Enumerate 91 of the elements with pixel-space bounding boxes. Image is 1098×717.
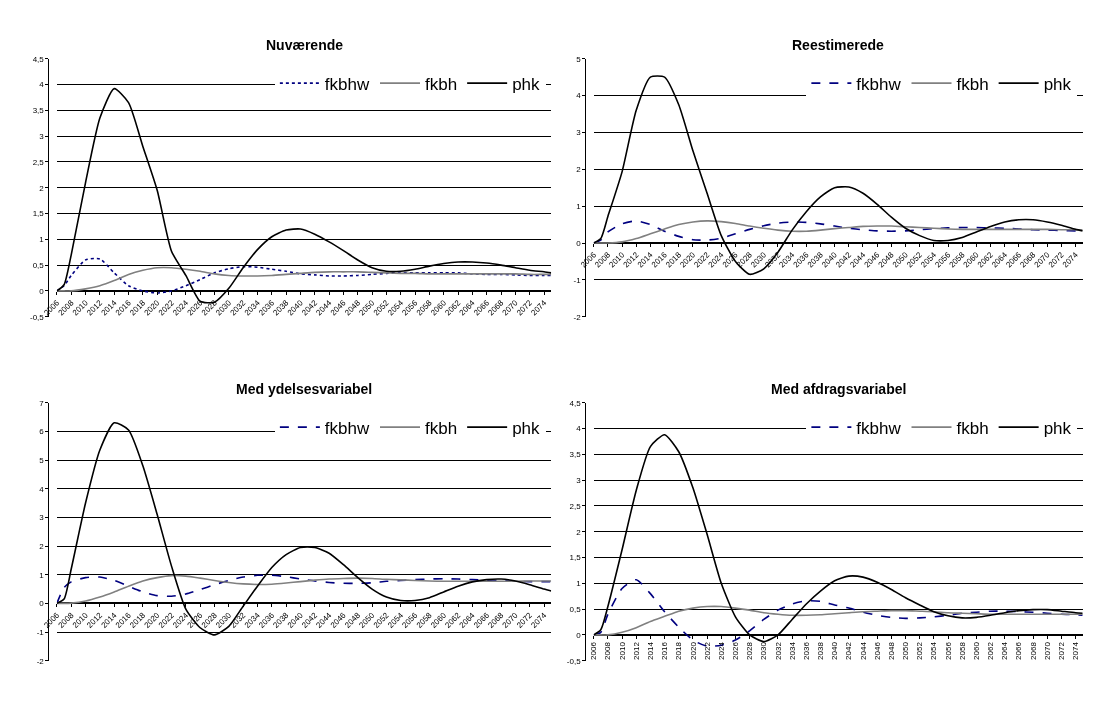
x-tick-label: 2038 bbox=[816, 641, 826, 660]
x-tick-label: 2034 bbox=[787, 641, 797, 660]
y-tick-label: 2,5 bbox=[569, 501, 582, 511]
x-tick-label: 2030 bbox=[759, 641, 769, 660]
x-tick-label: 2022 bbox=[702, 641, 712, 660]
x-tick-label: 2014 bbox=[645, 641, 655, 660]
y-tick-label: 4,5 bbox=[32, 54, 45, 64]
y-tick-label: 2,5 bbox=[32, 157, 45, 167]
x-tick-label: 2012 bbox=[631, 641, 641, 660]
x-tick-label: 2028 bbox=[745, 641, 755, 660]
y-tick-label: -1 bbox=[36, 627, 45, 637]
y-tick-label: -0,5 bbox=[566, 656, 582, 666]
x-tick-label: 2062 bbox=[986, 641, 996, 660]
y-tick-label: 2 bbox=[576, 165, 582, 175]
legend-label: phk bbox=[512, 74, 541, 94]
y-tick-label: 1,5 bbox=[569, 553, 582, 563]
x-tick-label: 2042 bbox=[844, 641, 854, 660]
x-tick-label: 2020 bbox=[688, 641, 698, 660]
x-tick-label: 2072 bbox=[1057, 641, 1067, 660]
x-tick-label: 2074 bbox=[1071, 641, 1081, 660]
x-tick-label: 2018 bbox=[674, 641, 684, 660]
y-tick-label: 1,5 bbox=[32, 209, 45, 219]
x-tick-label: 2066 bbox=[1014, 641, 1024, 660]
x-tick-label: 2056 bbox=[943, 641, 953, 660]
x-tick-label: 2026 bbox=[731, 641, 741, 660]
y-tick-label: 4,5 bbox=[569, 398, 582, 408]
y-tick-label: 0 bbox=[576, 238, 582, 248]
x-tick-label: 2068 bbox=[1028, 641, 1038, 660]
legend-label: fkbhw bbox=[324, 74, 370, 94]
x-tick-label: 2050 bbox=[901, 641, 911, 660]
y-tick-label: 5 bbox=[576, 54, 582, 64]
chart-title: Nuværende bbox=[266, 37, 344, 53]
x-tick-label: 2010 bbox=[617, 641, 627, 660]
y-tick-label: 7 bbox=[39, 398, 45, 408]
y-tick-label: 2 bbox=[576, 527, 582, 537]
legend-label: fkbhw bbox=[856, 74, 902, 94]
x-tick-label: 2058 bbox=[957, 641, 967, 660]
x-tick-label: 2032 bbox=[773, 641, 783, 660]
legend-label: fkbhw bbox=[324, 418, 370, 438]
y-tick-label: 3,5 bbox=[32, 106, 45, 116]
x-tick-label: 2016 bbox=[660, 641, 670, 660]
y-tick-label: 3 bbox=[39, 513, 45, 523]
legend-label: fkbh bbox=[956, 418, 989, 438]
x-tick-label: 2060 bbox=[971, 641, 981, 660]
chart-title: Med afdragsvariabel bbox=[771, 381, 907, 397]
y-tick-label: -2 bbox=[573, 312, 582, 322]
y-tick-label: 1 bbox=[576, 579, 582, 589]
x-tick-label: 2008 bbox=[603, 641, 613, 660]
x-tick-label: 2064 bbox=[1000, 641, 1010, 660]
x-tick-label: 2024 bbox=[716, 641, 726, 660]
y-tick-label: 0 bbox=[576, 630, 582, 640]
y-tick-label: -2 bbox=[36, 656, 45, 666]
y-tick-label: -0,5 bbox=[29, 312, 45, 322]
legend-label: phk bbox=[512, 418, 541, 438]
y-tick-label: 2 bbox=[39, 183, 45, 193]
chart-title: Reestimerede bbox=[792, 37, 885, 53]
x-tick-label: 2052 bbox=[915, 641, 925, 660]
y-tick-label: 4 bbox=[39, 484, 45, 494]
y-tick-label: 4 bbox=[576, 91, 582, 101]
y-tick-label: 0,5 bbox=[569, 604, 582, 614]
y-tick-label: -1 bbox=[573, 275, 582, 285]
y-tick-label: 1 bbox=[576, 201, 582, 211]
x-tick-label: 2070 bbox=[1042, 641, 1052, 660]
y-tick-label: 1 bbox=[39, 235, 45, 245]
y-tick-label: 2 bbox=[39, 541, 45, 551]
chart-title: Med ydelsesvariabel bbox=[236, 381, 373, 397]
x-tick-label: 2048 bbox=[886, 641, 896, 660]
y-tick-label: 0,5 bbox=[32, 260, 45, 270]
y-tick-label: 1 bbox=[39, 570, 45, 580]
x-tick-label: 2046 bbox=[872, 641, 882, 660]
legend-label: fkbh bbox=[956, 74, 989, 94]
y-tick-label: 3 bbox=[39, 131, 45, 141]
y-tick-label: 6 bbox=[39, 427, 45, 437]
legend-label: phk bbox=[1043, 74, 1072, 94]
legend-label: phk bbox=[1043, 418, 1072, 438]
x-tick-label: 2044 bbox=[858, 641, 868, 660]
y-tick-label: 5 bbox=[39, 455, 45, 465]
y-tick-label: 0 bbox=[39, 599, 45, 609]
y-tick-label: 4 bbox=[576, 424, 582, 434]
x-tick-label: 2036 bbox=[801, 641, 811, 660]
y-tick-label: 3 bbox=[576, 128, 582, 138]
legend-label: fkbh bbox=[425, 418, 458, 438]
x-tick-label: 2054 bbox=[929, 641, 939, 660]
y-tick-label: 0 bbox=[39, 286, 45, 296]
y-tick-label: 4 bbox=[39, 80, 45, 90]
legend-label: fkbh bbox=[425, 74, 458, 94]
y-tick-label: 3 bbox=[576, 475, 582, 485]
y-tick-label: 3,5 bbox=[569, 450, 582, 460]
x-tick-label: 2040 bbox=[830, 641, 840, 660]
legend-label: fkbhw bbox=[856, 418, 902, 438]
x-tick-label: 2006 bbox=[589, 641, 599, 660]
